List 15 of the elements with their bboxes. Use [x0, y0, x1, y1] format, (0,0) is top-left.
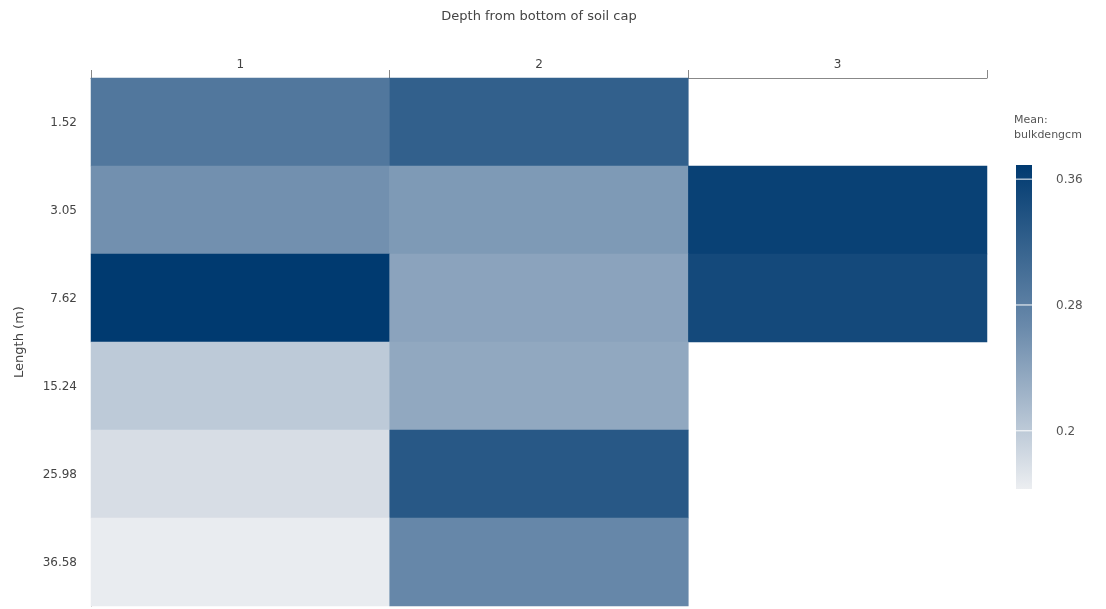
x-tick-label: 2 — [535, 57, 543, 71]
color-bar-title: Mean: bulkdengcm — [1014, 113, 1082, 141]
y-tick-label: 15.24 — [42, 379, 77, 393]
x-tick-label: 3 — [833, 57, 842, 71]
y-tick-label: 36.58 — [42, 555, 77, 569]
x-tick-label: 1 — [236, 57, 245, 71]
x-axis-title: Depth from bottom of soil cap — [441, 8, 637, 23]
y-tick-label: 7.62 — [50, 291, 77, 305]
y-tick-label: 1.52 — [50, 115, 77, 129]
y-tick-label: 3.05 — [50, 203, 77, 217]
y-tick-label: 25.98 — [42, 467, 77, 481]
y-axis-title: Length (m) — [11, 306, 26, 378]
color-bar-label: 0.28 — [1056, 297, 1083, 312]
color-bar-label: 0.2 — [1056, 423, 1076, 438]
color-bar-label: 0.36 — [1056, 172, 1083, 187]
